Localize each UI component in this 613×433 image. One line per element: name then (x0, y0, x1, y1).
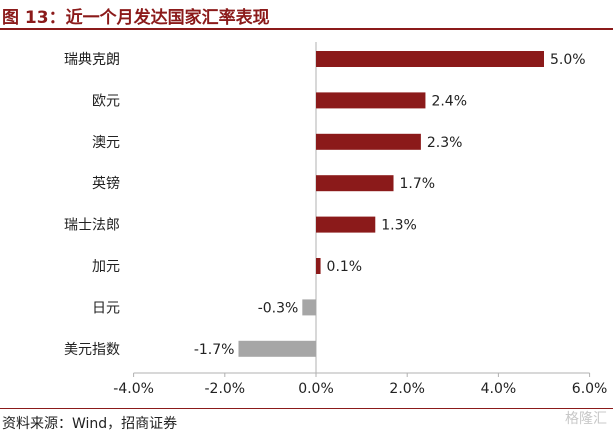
data-label: 0.1% (327, 259, 363, 275)
data-label: -1.7% (194, 342, 235, 358)
chart-bars (238, 51, 544, 357)
x-tick-label: 2.0% (389, 381, 425, 397)
chart-labels: -4.0% -2.0% 0.0% 2.0% 4.0% 6.0% 瑞典克朗 5.0% 欧元 2.4%… (64, 52, 607, 397)
bar (238, 340, 316, 357)
x-tick-label: 6.0% (572, 381, 608, 397)
data-label: 1.3% (381, 218, 417, 234)
bar-chart: -4.0% -2.0% 0.0% 2.0% 4.0% 6.0% 瑞典克朗 5.0% 欧元 2.4%… (64, 42, 607, 397)
bar (316, 133, 421, 150)
x-tick-label: -4.0% (113, 381, 154, 397)
category-label: 瑞士法郎 (64, 218, 120, 234)
bar (316, 175, 394, 192)
title-bar: 图 13：近一个月发达国家汇率表现 (0, 0, 613, 30)
data-label: 2.3% (427, 135, 463, 151)
category-label: 澳元 (92, 135, 120, 151)
bar (316, 216, 376, 233)
x-tick-label: 4.0% (481, 381, 517, 397)
category-label: 美元指数 (64, 342, 120, 358)
category-label: 日元 (92, 300, 120, 316)
data-label: 5.0% (550, 52, 586, 68)
watermark-logo: 格隆汇 (565, 411, 607, 427)
title-rule (0, 28, 613, 30)
data-label: 1.7% (400, 176, 436, 192)
x-tick-label: -2.0% (204, 381, 245, 397)
category-label: 加元 (92, 259, 120, 275)
footer-rule (0, 408, 613, 409)
bar (316, 258, 321, 274)
bar (316, 51, 544, 67)
category-label: 瑞典克朗 (64, 52, 120, 68)
category-label: 英镑 (92, 175, 120, 192)
bar (302, 299, 316, 316)
data-label: 2.4% (431, 93, 467, 109)
chart-axes (133, 42, 591, 377)
source-note: 资料来源：Wind，招商证券 (2, 416, 178, 432)
x-tick-label: 0.0% (298, 381, 334, 397)
bar (316, 92, 426, 109)
category-label: 欧元 (92, 93, 120, 109)
data-label: -0.3% (258, 300, 299, 316)
chart-title: 图 13：近一个月发达国家汇率表现 (2, 8, 270, 28)
